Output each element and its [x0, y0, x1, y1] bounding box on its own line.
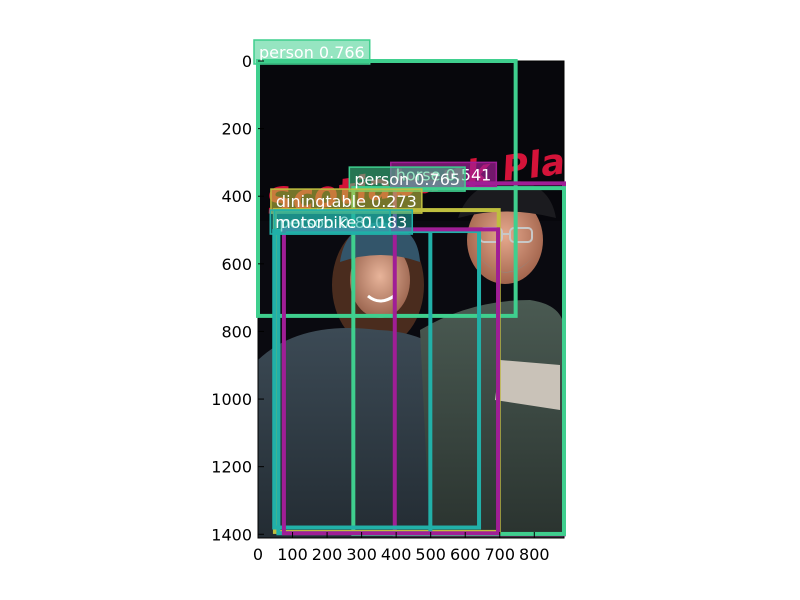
detection-label-bg	[269, 209, 414, 235]
y-tick-label: 200	[221, 120, 252, 139]
x-tick-label: 300	[346, 545, 377, 564]
x-tick-label: 100	[277, 545, 308, 564]
detection-label-text: person 0.766	[259, 43, 365, 62]
x-tick-label: 0	[253, 545, 263, 564]
photo: Scotiabank Place	[258, 61, 564, 538]
x-axis-ticks: 0 100 200 300 400 500 600 700 800	[253, 532, 550, 564]
y-tick-label: 1200	[211, 458, 252, 477]
detection-label-text: motorbike 0.183	[275, 213, 407, 232]
detection-label-bg	[253, 39, 371, 65]
right-person-jacket	[420, 300, 564, 538]
detection-label-text: diningtable 0.273	[276, 192, 417, 211]
x-tick-label: 800	[519, 545, 550, 564]
detection-label-d6: motorbike 0.183	[269, 209, 414, 235]
x-tick-label: 600	[450, 545, 481, 564]
x-tick-label: 500	[415, 545, 446, 564]
y-tick-label: 1400	[211, 525, 252, 544]
y-axis-ticks: 0 200 400 600 800 1000 1200 1400	[211, 52, 264, 544]
x-tick-label: 700	[484, 545, 515, 564]
y-tick-label: 1000	[211, 390, 252, 409]
x-tick-label: 200	[312, 545, 343, 564]
right-person-face	[467, 196, 543, 284]
x-tick-label: 400	[381, 545, 412, 564]
detection-label-d4: diningtable 0.273	[270, 188, 423, 214]
y-tick-label: 400	[221, 187, 252, 206]
detection-label-d1: person 0.766	[253, 39, 371, 65]
detection-label-d3: person 0.765	[348, 166, 466, 192]
y-tick-label: 0	[242, 52, 252, 71]
y-tick-label: 800	[221, 322, 252, 341]
detection-label-text: person 0.765	[354, 170, 460, 189]
y-tick-label: 600	[221, 255, 252, 274]
